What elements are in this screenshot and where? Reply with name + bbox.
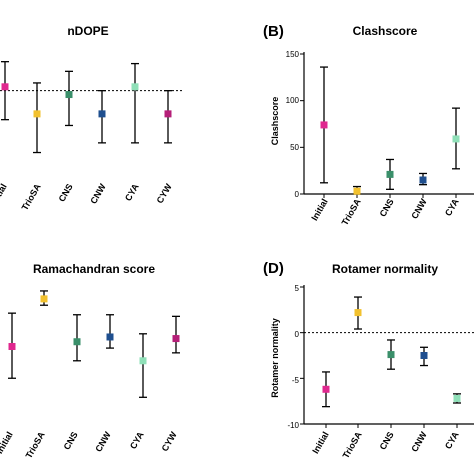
x-tick-label: TrioSA <box>24 430 47 461</box>
panel-title: Ramachandran score <box>33 262 155 276</box>
point-cns <box>73 338 81 346</box>
x-tick-label: CYA <box>443 430 461 451</box>
point-initial <box>1 83 9 91</box>
x-tick-label: CNW <box>409 430 429 454</box>
x-tick-label: CNS <box>62 430 80 451</box>
y-tick-labels: 0 50 100 150 <box>286 50 300 199</box>
x-tick-label: Initial <box>0 430 15 455</box>
point-triosa <box>353 187 361 195</box>
point-cya <box>131 83 139 91</box>
point-cnw <box>106 333 114 341</box>
x-tick-label: Initial <box>309 197 329 222</box>
point-cns <box>65 91 73 99</box>
x-tick-label: CYA <box>128 430 146 451</box>
y-tick-label: 0 <box>295 330 300 339</box>
point-cyw <box>164 110 172 118</box>
point-cya <box>139 357 147 365</box>
plot-marks <box>300 52 474 198</box>
panel-rotamer: (D) Rotamer normality Rotamer normality … <box>263 260 474 460</box>
y-axis-label: Rotamer normality <box>270 318 280 398</box>
x-tick-labels: Initial TrioSA CNS CNW CYA CYW <box>0 430 179 461</box>
x-tick-labels: Initial TrioSA CNS CNW CYA <box>309 197 461 228</box>
point-cnw <box>98 110 106 118</box>
x-tick-label: CNW <box>88 182 108 206</box>
y-tick-label: 50 <box>290 143 299 152</box>
y-tick-label: -5 <box>292 376 300 385</box>
panel-title: Rotamer normality <box>332 262 438 276</box>
y-tick-labels: -10 -5 0 5 <box>287 284 299 430</box>
y-tick-label: -10 <box>287 421 299 430</box>
panel-title: nDOPE <box>67 24 108 38</box>
point-cnw <box>420 352 428 359</box>
point-initial <box>8 343 16 350</box>
point-cya <box>453 394 461 402</box>
plot-marks <box>8 290 180 398</box>
point-triosa <box>40 295 48 303</box>
x-tick-label: CYW <box>155 182 174 206</box>
x-tick-label: Initial <box>0 182 9 207</box>
plot-marks <box>0 61 182 154</box>
x-tick-label: CYA <box>123 182 141 203</box>
y-axis-label: Clashscore <box>270 97 280 146</box>
x-tick-label: Initial <box>310 430 330 455</box>
panel-clashscore: (B) Clashscore Clashscore 0 50 100 150 I… <box>263 23 474 227</box>
point-cyw <box>172 335 180 343</box>
plot-marks <box>300 285 474 428</box>
y-tick-label: 100 <box>286 96 300 105</box>
x-tick-label: CYA <box>443 197 461 218</box>
x-tick-label: CNW <box>93 430 113 454</box>
point-triosa <box>354 309 362 317</box>
y-tick-label: 5 <box>295 284 300 293</box>
x-tick-labels: Initial TrioSA CNS CNW CYA <box>310 430 461 461</box>
panel-label: (B) <box>263 23 284 40</box>
point-cns <box>387 351 395 359</box>
x-tick-label: CNS <box>378 430 396 451</box>
panel-ramachandran: Ramachandran score Initial TrioSA CNS CN… <box>0 262 180 460</box>
y-tick-label: 0 <box>295 190 300 199</box>
y-tick-label: 150 <box>286 50 300 59</box>
x-tick-label: CNS <box>378 197 396 218</box>
x-tick-label: CNW <box>409 197 429 221</box>
x-tick-label: CYW <box>160 430 179 454</box>
point-initial <box>322 385 330 393</box>
panel-title: Clashscore <box>353 24 418 38</box>
point-triosa <box>33 110 41 118</box>
panel-label: (D) <box>263 260 284 277</box>
x-tick-labels: Initial TrioSA CNS CNW CYA CYW <box>0 182 174 213</box>
x-tick-label: TrioSA <box>340 197 363 228</box>
point-cns <box>386 170 394 178</box>
x-tick-label: TrioSA <box>20 182 43 213</box>
x-tick-label: CNS <box>57 182 75 203</box>
point-initial <box>320 121 328 129</box>
x-tick-label: TrioSA <box>341 430 364 461</box>
point-cya <box>452 135 460 143</box>
panel-ndope: nDOPE Initial TrioSA CNS CNW CYA CYW <box>0 24 182 212</box>
point-cnw <box>419 176 427 184</box>
